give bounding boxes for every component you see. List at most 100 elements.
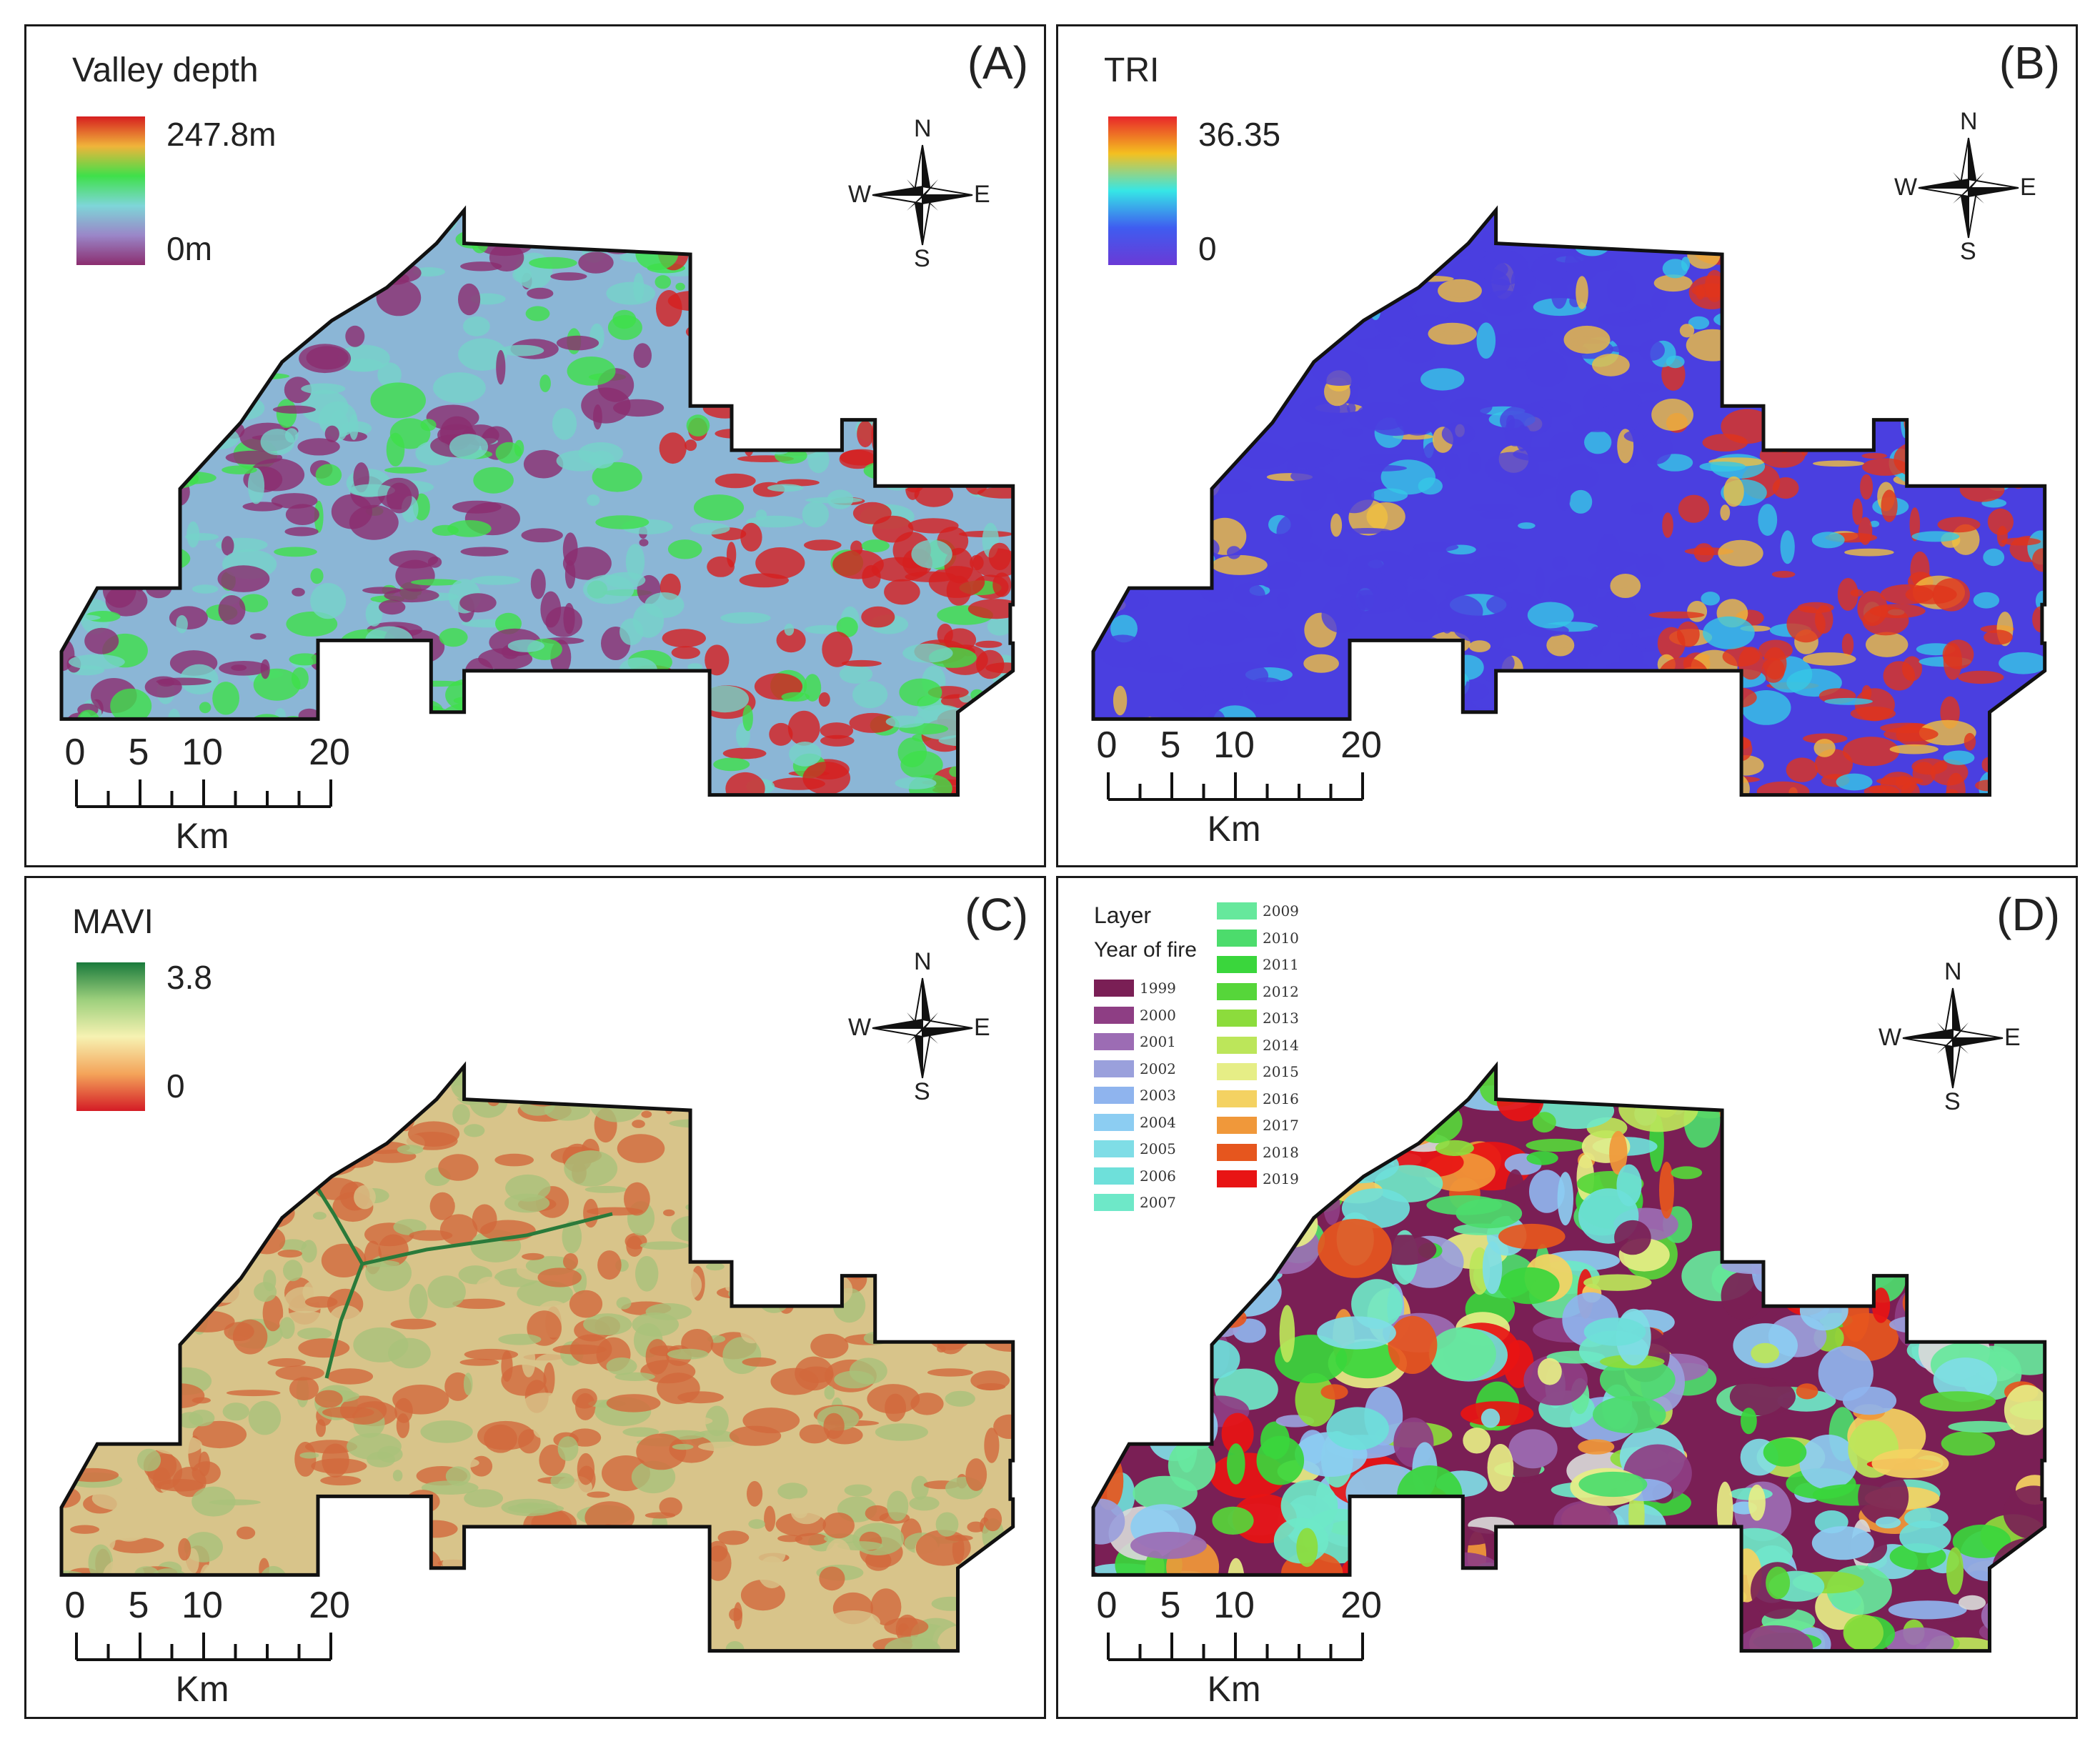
legend-swatch	[1094, 1087, 1134, 1104]
map-texture-patch	[1601, 210, 1650, 220]
map-texture-patch	[2032, 548, 2045, 572]
map-texture-patch	[334, 1558, 353, 1573]
map-texture-patch	[717, 1530, 750, 1545]
map-texture-patch	[320, 641, 359, 654]
map-texture-patch	[1860, 474, 1873, 500]
map-texture-patch	[771, 1221, 795, 1239]
map-texture-patch	[872, 1192, 919, 1203]
map-texture-patch	[802, 501, 830, 528]
map-texture-patch	[1994, 757, 2045, 787]
map-texture-patch	[629, 785, 639, 795]
map-texture-patch	[1699, 462, 1746, 472]
map-texture-patch	[954, 734, 990, 756]
map-texture-patch	[251, 221, 269, 230]
map-texture-patch	[900, 1569, 917, 1586]
map-texture-patch	[606, 1357, 637, 1375]
map-texture-patch	[470, 1621, 526, 1628]
map-texture-patch	[109, 1095, 137, 1115]
map-texture-patch	[725, 772, 765, 795]
map-texture-patch	[106, 550, 154, 569]
map-texture-patch	[289, 653, 321, 666]
map-texture-patch	[578, 442, 624, 465]
map-texture-patch	[1780, 530, 1795, 564]
scale-bar-ruler	[75, 1633, 332, 1661]
map-texture-patch	[354, 1573, 374, 1583]
map-texture-patch	[1688, 316, 1710, 330]
map-texture-patch	[1959, 477, 2005, 502]
map-texture-patch	[1596, 1066, 1661, 1101]
map-texture-patch	[267, 1478, 288, 1491]
map-texture-patch	[439, 702, 497, 734]
map-texture-patch	[1738, 647, 1764, 680]
map-texture-patch	[446, 1458, 479, 1468]
map-texture-patch	[350, 260, 375, 269]
map-texture-patch	[1262, 242, 1298, 268]
map-texture-patch	[512, 267, 532, 283]
map-texture-patch	[742, 704, 753, 732]
map-texture-patch	[1223, 390, 1243, 412]
legend-year-label: 2006	[1140, 1167, 1176, 1185]
map-texture-patch	[524, 693, 567, 730]
scale-tick-label: 5	[1160, 724, 1181, 766]
map-texture-patch	[852, 502, 892, 524]
map-texture-patch	[1202, 1117, 1269, 1135]
legend-swatch	[1217, 1143, 1257, 1161]
map-texture-patch	[827, 249, 856, 284]
map-texture-patch	[582, 220, 596, 240]
map-texture-patch	[1197, 210, 1209, 232]
map-texture-patch	[1609, 1130, 1628, 1175]
map-texture-patch	[616, 1297, 632, 1310]
map-texture-patch	[1303, 654, 1339, 673]
map-texture-patch	[1115, 1178, 1159, 1210]
map-texture-patch	[1899, 284, 1922, 313]
map-texture-patch	[804, 392, 823, 429]
map-texture-patch	[1986, 1118, 2032, 1176]
map-texture-patch	[1656, 723, 1708, 749]
map-texture-patch	[69, 654, 125, 670]
map-texture-patch	[525, 306, 550, 322]
map-texture-patch	[752, 367, 786, 379]
map-texture-patch	[967, 599, 1013, 619]
map-texture-patch	[1093, 1109, 1138, 1156]
map-texture-patch	[751, 383, 787, 399]
map-texture-patch	[579, 1630, 592, 1651]
map-texture-patch	[370, 1521, 409, 1535]
legend-swatch	[1217, 1170, 1257, 1187]
map-texture-patch	[1001, 345, 1013, 359]
map-texture-patch	[252, 264, 294, 270]
map-texture-patch	[1841, 633, 1854, 657]
map-texture-patch	[1093, 219, 1120, 236]
map-texture-patch	[297, 438, 340, 456]
map-texture-patch	[1364, 550, 1415, 584]
map-texture-patch	[386, 432, 405, 467]
map-texture-patch	[897, 737, 927, 767]
map-texture-patch	[118, 405, 132, 430]
map-texture-patch	[861, 1197, 895, 1232]
map-texture-patch	[1932, 578, 1970, 612]
map-texture-patch	[762, 1231, 807, 1262]
map-texture-patch	[993, 1414, 1013, 1440]
map-texture-patch	[1283, 1066, 1333, 1089]
legend-year-label: 2019	[1263, 1170, 1299, 1187]
map-texture-patch	[392, 1385, 449, 1415]
map-texture-patch	[1344, 528, 1391, 534]
map-texture-patch	[755, 547, 805, 579]
map-texture-patch	[550, 272, 587, 281]
panel-label: (B)	[1999, 37, 2060, 89]
map-texture-patch	[665, 1415, 713, 1426]
map-texture-patch	[377, 254, 391, 281]
map-texture-patch	[284, 377, 312, 404]
map-texture-patch	[1992, 1538, 2045, 1598]
map-texture-patch	[1107, 591, 1149, 612]
map-texture-patch	[1508, 1429, 1558, 1469]
map-texture-patch	[1321, 287, 1334, 297]
map-texture-patch	[577, 1579, 622, 1586]
map-texture-patch	[1751, 1342, 1780, 1364]
map-texture-patch	[861, 606, 895, 628]
map-texture-patch	[762, 264, 796, 290]
map-texture-patch	[406, 1566, 451, 1602]
map-texture-patch	[1973, 592, 2000, 609]
map-texture-patch	[1226, 324, 1245, 355]
map-texture-patch	[1185, 472, 1204, 509]
map-texture-patch	[1189, 382, 1239, 397]
